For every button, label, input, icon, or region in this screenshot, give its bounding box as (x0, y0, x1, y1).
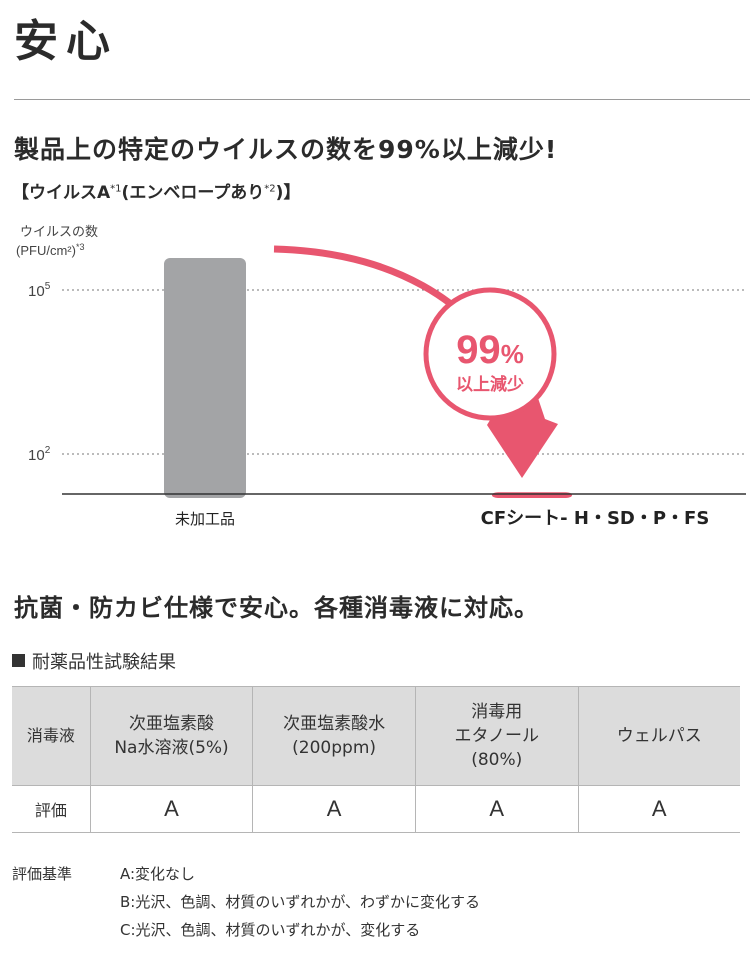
criteria-item-c: C:光沢、色調、材質のいずれかが、変化する (120, 921, 421, 939)
y-axis-label-line2: (PFU/cm²)*3 (16, 242, 84, 258)
virus-label-middle: (エンベロープあり (121, 183, 265, 203)
header-cell-3: 消毒用エタノール (80%) (414, 686, 579, 786)
x-category-label-1: CFシート- H・SD・P・FS (481, 508, 710, 529)
rating-cell-2: A (252, 785, 416, 833)
criteria-item-a: A:変化なし (120, 865, 196, 883)
y-tick-exp: 5 (45, 281, 51, 292)
header-cell-4: ウェルパス (577, 686, 740, 786)
virus-label: 【ウイルスA*1(エンベロープあり*2)】 (12, 178, 300, 203)
header-3-line3: (80%) (471, 750, 523, 770)
y-axis-unit: (PFU/cm²) (16, 243, 76, 258)
section-heading: 抗菌・防カビ仕様で安心。各種消毒液に対応。 (14, 594, 539, 622)
header-2-line1: 次亜塩素酸水 (283, 714, 386, 734)
chemical-resistance-table: 消毒液 次亜塩素酸 Na水溶液(5%) 次亜塩素酸水 (200ppm) 消毒用エタノ… (12, 686, 740, 833)
y-tick-label-1: 102 (28, 445, 51, 464)
square-bullet-icon (12, 654, 25, 667)
y-tick-base: 10 (28, 447, 45, 464)
virus-label-prefix: 【ウイルスA (12, 183, 111, 203)
virus-label-suffix: )】 (275, 183, 301, 203)
rating-cell-4: A (577, 785, 740, 833)
title-divider (14, 99, 750, 100)
header-cell-1: 次亜塩素酸 Na水溶液(5%) (89, 686, 254, 786)
bar-cf-sheet (492, 492, 572, 498)
virus-label-note1: *1 (110, 183, 122, 195)
reduction-number: 99 (456, 328, 501, 372)
y-axis-label-line1: ウイルスの数 (20, 225, 98, 240)
bar-untreated (164, 258, 246, 498)
header-4-line1: ウェルパス (616, 726, 702, 746)
virus-label-note2: *2 (264, 183, 276, 195)
header-3-line1: 消毒用 (471, 702, 523, 722)
header-1-line2: Na水溶液(5%) (114, 738, 229, 758)
table-title-text: 耐薬品性試験結果 (32, 652, 176, 673)
page-title: 安心 (14, 16, 118, 67)
x-category-label-0: 未加工品 (175, 510, 235, 528)
reduction-badge (423, 287, 557, 421)
reduction-percent: 99% (456, 328, 524, 372)
table-title: 耐薬品性試験結果 (12, 648, 176, 674)
header-3-line2: エタノール (454, 726, 539, 746)
claim-heading: 製品上の特定のウイルスの数を99%以上減少! (14, 135, 558, 164)
header-2-line2: (200ppm) (292, 738, 377, 758)
criteria-list: A:変化なし B:光沢、色調、材質のいずれかが、わずかに変化する C:光沢、色調… (120, 860, 480, 944)
table-row-rating: 評価 A A A A (12, 785, 740, 833)
table-header-row: 消毒液 次亜塩素酸 Na水溶液(5%) 次亜塩素酸水 (200ppm) 消毒用エタノ… (12, 686, 740, 786)
row-label-rating: 評価 (12, 785, 91, 833)
header-cell-2: 次亜塩素酸水 (200ppm) (252, 686, 416, 786)
y-tick-exp: 2 (45, 445, 51, 456)
header-1-line1: 次亜塩素酸 (129, 714, 214, 734)
criteria-label: 評価基準 (12, 865, 73, 883)
reduction-unit: % (501, 339, 524, 369)
reduction-text: 以上減少 (456, 374, 524, 395)
criteria-item-b: B:光沢、色調、材質のいずれかが、わずかに変化する (120, 893, 481, 911)
rating-cell-1: A (89, 785, 254, 833)
rating-cell-3: A (414, 785, 579, 833)
y-axis-note: *3 (76, 242, 85, 252)
y-tick-label-0: 105 (28, 281, 51, 300)
header-cell-disinfectant: 消毒液 (12, 686, 91, 786)
y-tick-base: 10 (28, 283, 45, 300)
